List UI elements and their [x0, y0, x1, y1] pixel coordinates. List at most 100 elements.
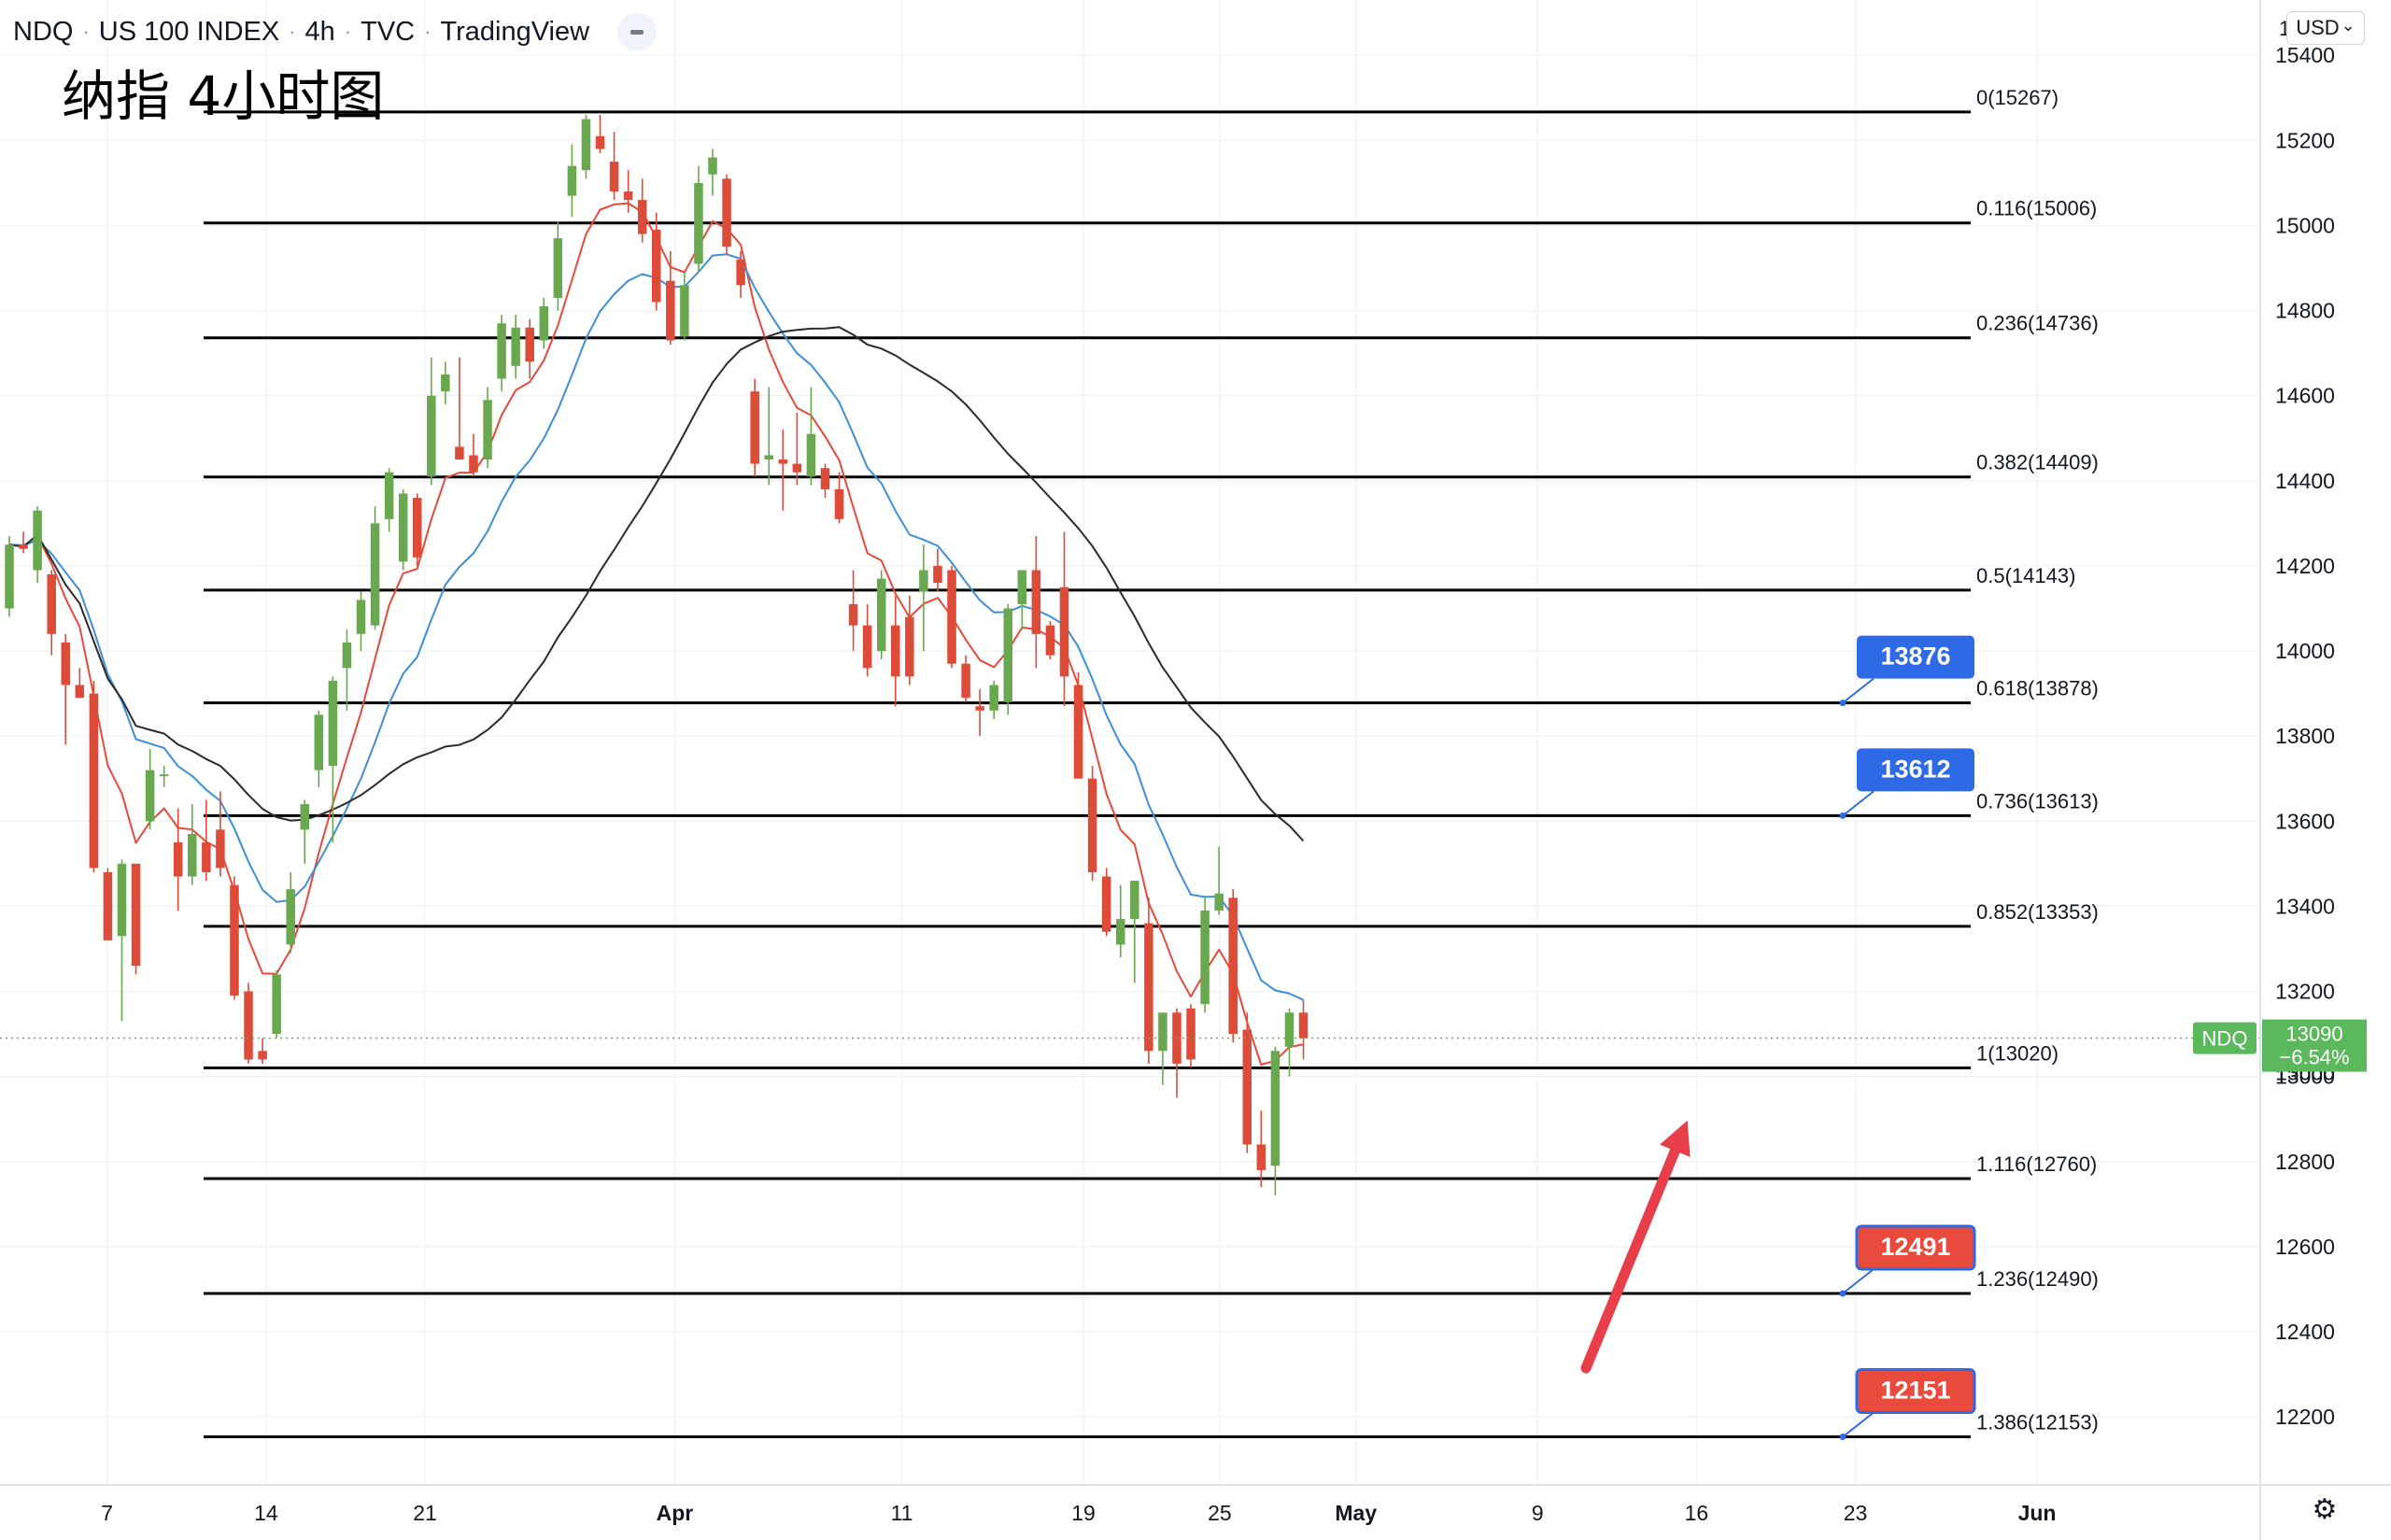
- candle-body: [286, 889, 295, 945]
- badge-label: 12151: [1880, 1377, 1950, 1405]
- candle: [862, 603, 872, 677]
- y-tick-label: 14000: [2275, 639, 2335, 663]
- candle-body: [1186, 1008, 1196, 1060]
- candle: [469, 433, 478, 477]
- currency-label: USD: [2296, 16, 2340, 39]
- candle-body: [455, 446, 464, 460]
- candle: [1158, 1012, 1167, 1085]
- candle-body: [708, 157, 717, 175]
- candle-body: [342, 642, 352, 669]
- x-tick-label: 11: [891, 1501, 913, 1525]
- candle-body: [47, 574, 56, 634]
- candle-body: [145, 770, 155, 822]
- candle-body: [1298, 1012, 1309, 1038]
- candle: [342, 629, 352, 711]
- candle: [567, 144, 577, 218]
- candle: [834, 472, 844, 524]
- candle-body: [778, 459, 788, 464]
- badge-anchor: [1839, 1290, 1846, 1297]
- badge-pointer: [1842, 1411, 1875, 1438]
- candle-body: [117, 863, 127, 937]
- moving-averages: [8, 202, 1305, 1066]
- ma-slow-line: [8, 326, 1305, 842]
- candle: [666, 250, 675, 346]
- candle-body: [427, 395, 436, 477]
- candle: [497, 315, 506, 392]
- candle: [47, 570, 56, 656]
- x-tick-label: 7: [101, 1501, 113, 1525]
- candle: [806, 387, 816, 486]
- annotation-title: 纳指 4小时图: [62, 64, 385, 128]
- symbol-ticker[interactable]: NDQ: [13, 16, 74, 47]
- candle: [398, 488, 408, 571]
- candle: [595, 115, 605, 154]
- fib-level-label: 0.852(13353): [1976, 900, 2099, 924]
- candle: [1186, 1004, 1196, 1068]
- fibonacci-levels: 0(15267) 0.116(15006) 0.236(14736) 0.382(14…: [204, 86, 2099, 1439]
- candle: [848, 570, 858, 652]
- collapse-legend-button[interactable]: [617, 13, 658, 50]
- y-tick-label: 14800: [2275, 299, 2335, 323]
- candle: [370, 506, 380, 630]
- badge-pointer: [1842, 1268, 1875, 1294]
- candle-body: [469, 455, 478, 473]
- candle-body: [1172, 1012, 1181, 1064]
- candle-body: [1045, 625, 1055, 656]
- candle-body: [216, 829, 225, 869]
- fib-level-label: 0.236(14736): [1976, 312, 2099, 335]
- badge-pointer: [1842, 677, 1875, 704]
- candle-body: [258, 1051, 267, 1060]
- candle-body: [539, 306, 549, 341]
- candle-body: [173, 842, 183, 877]
- candle-body: [398, 493, 408, 562]
- candle: [1228, 889, 1238, 1043]
- currency-select[interactable]: USD ⌄: [2286, 11, 2365, 45]
- candle: [230, 876, 239, 1000]
- gear-icon[interactable]: ⚙: [2312, 1494, 2338, 1525]
- candle-body: [441, 374, 450, 392]
- candle: [244, 982, 253, 1064]
- candle-body: [1228, 897, 1238, 1035]
- candle: [609, 132, 619, 201]
- source-label: TVC: [361, 16, 416, 47]
- candle-body: [595, 135, 605, 149]
- last-price-value: 13090: [2285, 1023, 2342, 1046]
- candle: [1073, 671, 1083, 779]
- candle: [1172, 1008, 1181, 1098]
- candle: [750, 378, 759, 477]
- candle: [891, 595, 900, 707]
- fib-level-label: 1.236(12490): [1976, 1267, 2099, 1291]
- header-separator: ·: [424, 20, 432, 43]
- fib-level-label: 0.5(14143): [1976, 564, 2075, 587]
- candle-body: [848, 603, 858, 626]
- y-tick-label: 14600: [2275, 384, 2335, 408]
- candle: [905, 595, 914, 685]
- candle: [483, 387, 492, 469]
- candle-body: [834, 488, 844, 519]
- candle-body: [483, 400, 492, 460]
- y-tick-label: 15000: [2275, 213, 2335, 237]
- fib-level-label: 0.116(15006): [1976, 197, 2097, 220]
- x-tick-label: May: [1335, 1501, 1377, 1525]
- candle-body: [694, 182, 703, 264]
- candle: [1242, 1012, 1252, 1153]
- header-separator: ·: [344, 20, 352, 43]
- y-tick-label: 12800: [2275, 1150, 2335, 1174]
- candle: [159, 766, 169, 787]
- candle-body: [1073, 685, 1083, 779]
- candle: [314, 710, 324, 787]
- candle: [75, 668, 85, 699]
- y-tick-label: 15200: [2275, 128, 2335, 152]
- badge-label: 13612: [1880, 755, 1950, 783]
- candle-body: [300, 804, 310, 830]
- interval-label[interactable]: 4h: [304, 16, 335, 47]
- candle-body: [680, 285, 689, 336]
- candle-body: [5, 544, 14, 609]
- candle-body: [1059, 586, 1069, 677]
- candle-body: [1101, 876, 1111, 932]
- x-tick-label: 25: [1208, 1501, 1232, 1525]
- candle: [989, 680, 998, 719]
- candle: [1284, 1008, 1295, 1077]
